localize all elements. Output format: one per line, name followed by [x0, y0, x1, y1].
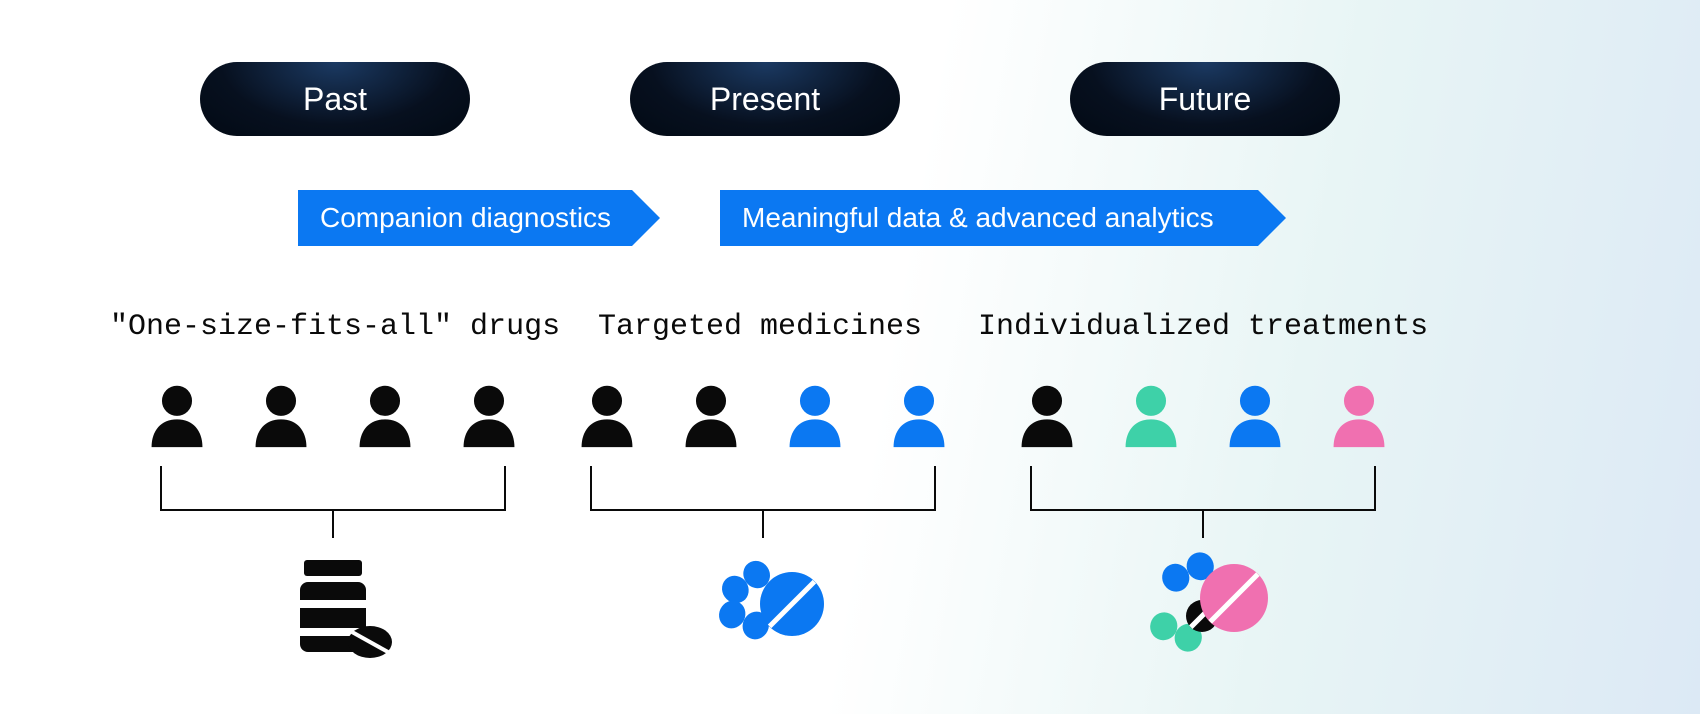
person-icon — [570, 380, 644, 459]
person-icon — [1010, 380, 1084, 459]
era-description-future: Individualized treatments — [978, 310, 1428, 344]
person-icon — [778, 380, 852, 459]
bracket-future — [1030, 466, 1376, 545]
people-row-future — [1010, 380, 1396, 459]
era-description-past: "One-size-fits-all" drugs — [110, 310, 560, 344]
arrow-label: Companion diagnostics — [320, 202, 611, 234]
era-description-present: Targeted medicines — [598, 310, 922, 344]
infographic-stage: PastPresentFuture Companion diagnostics … — [0, 0, 1700, 714]
people-row-present — [570, 380, 956, 459]
arrow-label: Meaningful data & advanced analytics — [742, 202, 1214, 234]
treatment-icon-future — [1140, 544, 1290, 669]
era-pill-present: Present — [630, 62, 900, 136]
person-icon — [244, 380, 318, 459]
bracket-past — [160, 466, 506, 545]
person-icon — [1114, 380, 1188, 459]
bracket-present — [590, 466, 936, 545]
person-icon — [1218, 380, 1292, 459]
transition-arrow-0: Companion diagnostics — [298, 190, 660, 246]
person-icon — [452, 380, 526, 459]
person-icon — [348, 380, 422, 459]
era-pill-label: Future — [1159, 81, 1251, 118]
person-icon — [882, 380, 956, 459]
era-pill-past: Past — [200, 62, 470, 136]
era-pill-future: Future — [1070, 62, 1340, 136]
era-pill-label: Past — [303, 81, 367, 118]
treatment-icon-present — [710, 548, 840, 663]
treatment-icon-past — [290, 550, 400, 665]
person-icon — [140, 380, 214, 459]
transition-arrow-1: Meaningful data & advanced analytics — [720, 190, 1286, 246]
people-row-past — [140, 380, 526, 459]
era-pill-label: Present — [710, 81, 820, 118]
person-icon — [674, 380, 748, 459]
person-icon — [1322, 380, 1396, 459]
